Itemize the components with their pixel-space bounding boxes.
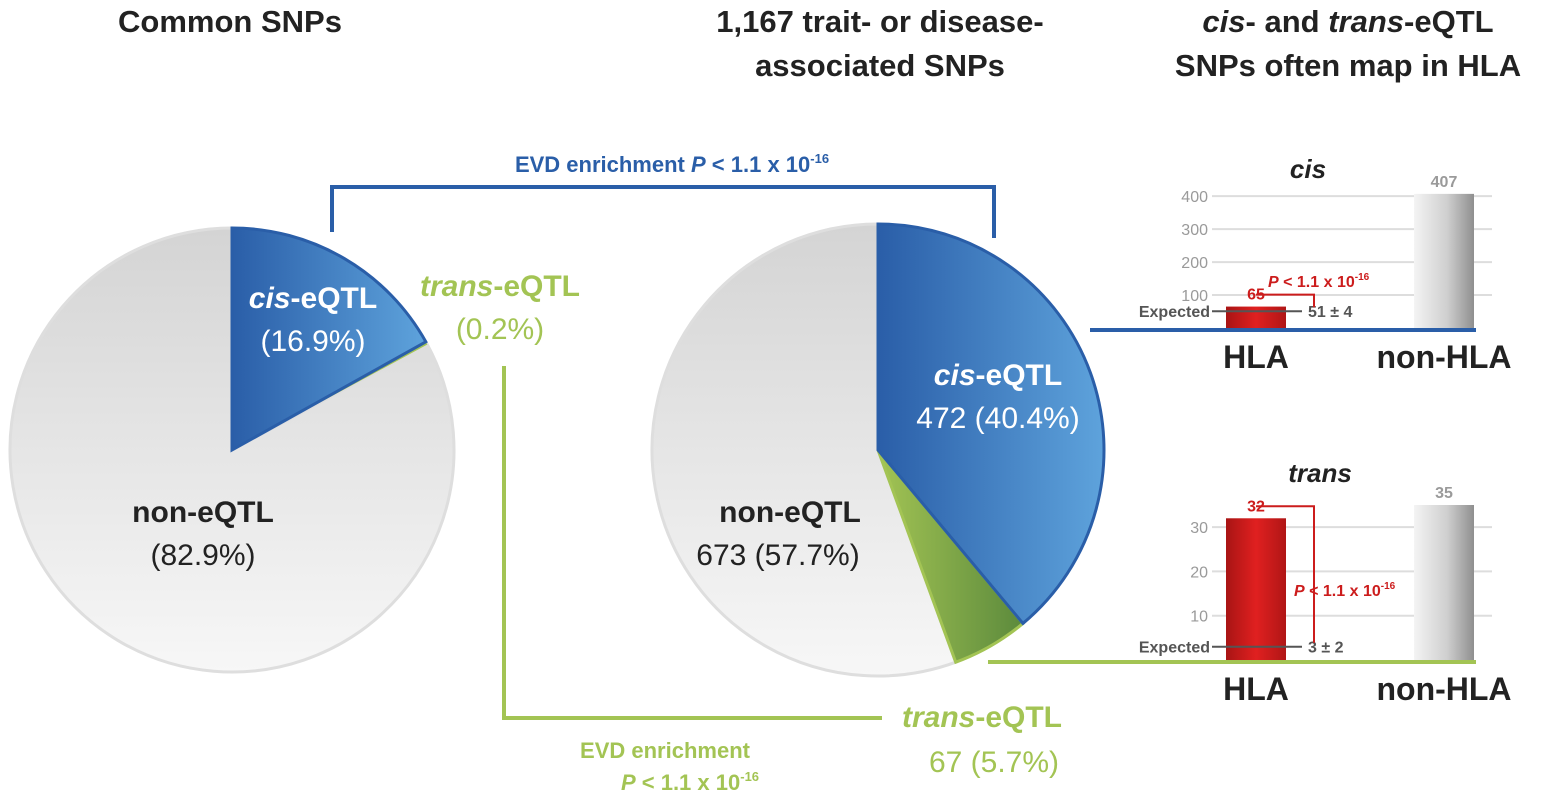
trans-y-tick-label: 20 — [1190, 564, 1208, 581]
left-pie-cis-value: (16.9%) — [260, 325, 365, 358]
middle-pie-slice-cis-eqtl — [876, 222, 1106, 626]
trans-bar-non-hla — [1414, 505, 1474, 660]
trans-x-label-non-hla: non-HLA — [1376, 671, 1511, 707]
trans-y-tick-label: 10 — [1190, 609, 1208, 626]
middle-panel-title-line2: associated SNPs — [755, 48, 1005, 83]
left-panel-title: Common SNPs — [118, 4, 342, 39]
right-panel-title-line1: cis- and trans-eQTL — [1202, 4, 1493, 39]
left-pie-non-label: non-eQTL — [132, 496, 274, 529]
left-pie-non-value: (82.9%) — [150, 539, 255, 572]
left-pie-trans-value: (0.2%) — [456, 313, 544, 346]
cis-y-tick-label: 400 — [1181, 189, 1208, 206]
middle-pie — [650, 222, 1106, 678]
middle-panel-title-line1: 1,167 trait- or disease- — [716, 4, 1043, 39]
cis-enrichment-label: EVD enrichment P < 1.1 x 10-16 — [515, 151, 829, 177]
cis-y-tick-label: 100 — [1181, 288, 1208, 305]
cis-chart-title: cis — [1290, 154, 1326, 184]
trans-bar-hla — [1226, 518, 1286, 660]
trans-enrichment-bracket — [502, 366, 882, 720]
cis-pvalue-bracket — [1256, 293, 1315, 308]
cis-pvalue-label: P < 1.1 x 10-16 — [1268, 272, 1370, 291]
left-pie — [8, 226, 456, 674]
trans-expected-label: Expected — [1139, 640, 1210, 657]
trans-y-tick-label: 30 — [1190, 520, 1208, 537]
cis-enrichment-bracket — [330, 185, 996, 238]
left-pie-slice-non-eqtl — [8, 226, 456, 674]
trans-bar-chart: trans 10 20 30 32 35 Expected 3 ± 2 P < … — [1139, 458, 1512, 707]
middle-pie-non-label: non-eQTL — [719, 496, 861, 529]
middle-pie-non-value: 673 (57.7%) — [696, 539, 859, 572]
cis-y-tick-label: 200 — [1181, 255, 1208, 272]
trans-enrichment-label-line2: P < 1.1 x 10-16 — [621, 769, 759, 795]
left-pie-slice-cis-eqtl — [230, 226, 428, 453]
cis-bar-chart: cis 100 200 300 400 65 407 Expected 51 ±… — [1139, 154, 1512, 375]
cis-expected-label: Expected — [1139, 304, 1210, 321]
middle-pie-trans-value: 67 (5.7%) — [929, 746, 1059, 779]
trans-chart-title: trans — [1288, 458, 1352, 488]
middle-pie-slice-non-eqtl — [650, 222, 958, 678]
trans-x-label-hla: HLA — [1223, 671, 1289, 707]
right-panel-title-line2: SNPs often map in HLA — [1175, 48, 1521, 83]
middle-pie-trans-label: trans-eQTL — [902, 701, 1062, 734]
cis-bar-hla — [1226, 306, 1286, 328]
trans-bar-non-hla-value: 35 — [1435, 485, 1453, 502]
cis-x-label-non-hla: non-HLA — [1376, 339, 1511, 375]
cis-bar-non-hla — [1414, 193, 1474, 328]
middle-pie-cis-value: 472 (40.4%) — [916, 402, 1079, 435]
left-pie-trans-label: trans-eQTL — [420, 270, 580, 303]
middle-pie-cis-label: cis-eQTL — [934, 359, 1062, 392]
cis-x-label-hla: HLA — [1223, 339, 1289, 375]
cis-expected-value: 51 ± 4 — [1308, 304, 1352, 321]
trans-pvalue-label: P < 1.1 x 10-16 — [1294, 581, 1396, 600]
cis-bar-non-hla-value: 407 — [1431, 174, 1458, 191]
left-pie-cis-label: cis-eQTL — [249, 282, 377, 315]
cis-y-tick-label: 300 — [1181, 222, 1208, 239]
trans-enrichment-label-line1: EVD enrichment — [580, 738, 751, 763]
trans-expected-value: 3 ± 2 — [1308, 640, 1344, 657]
trans-pvalue-bracket — [1256, 505, 1315, 643]
